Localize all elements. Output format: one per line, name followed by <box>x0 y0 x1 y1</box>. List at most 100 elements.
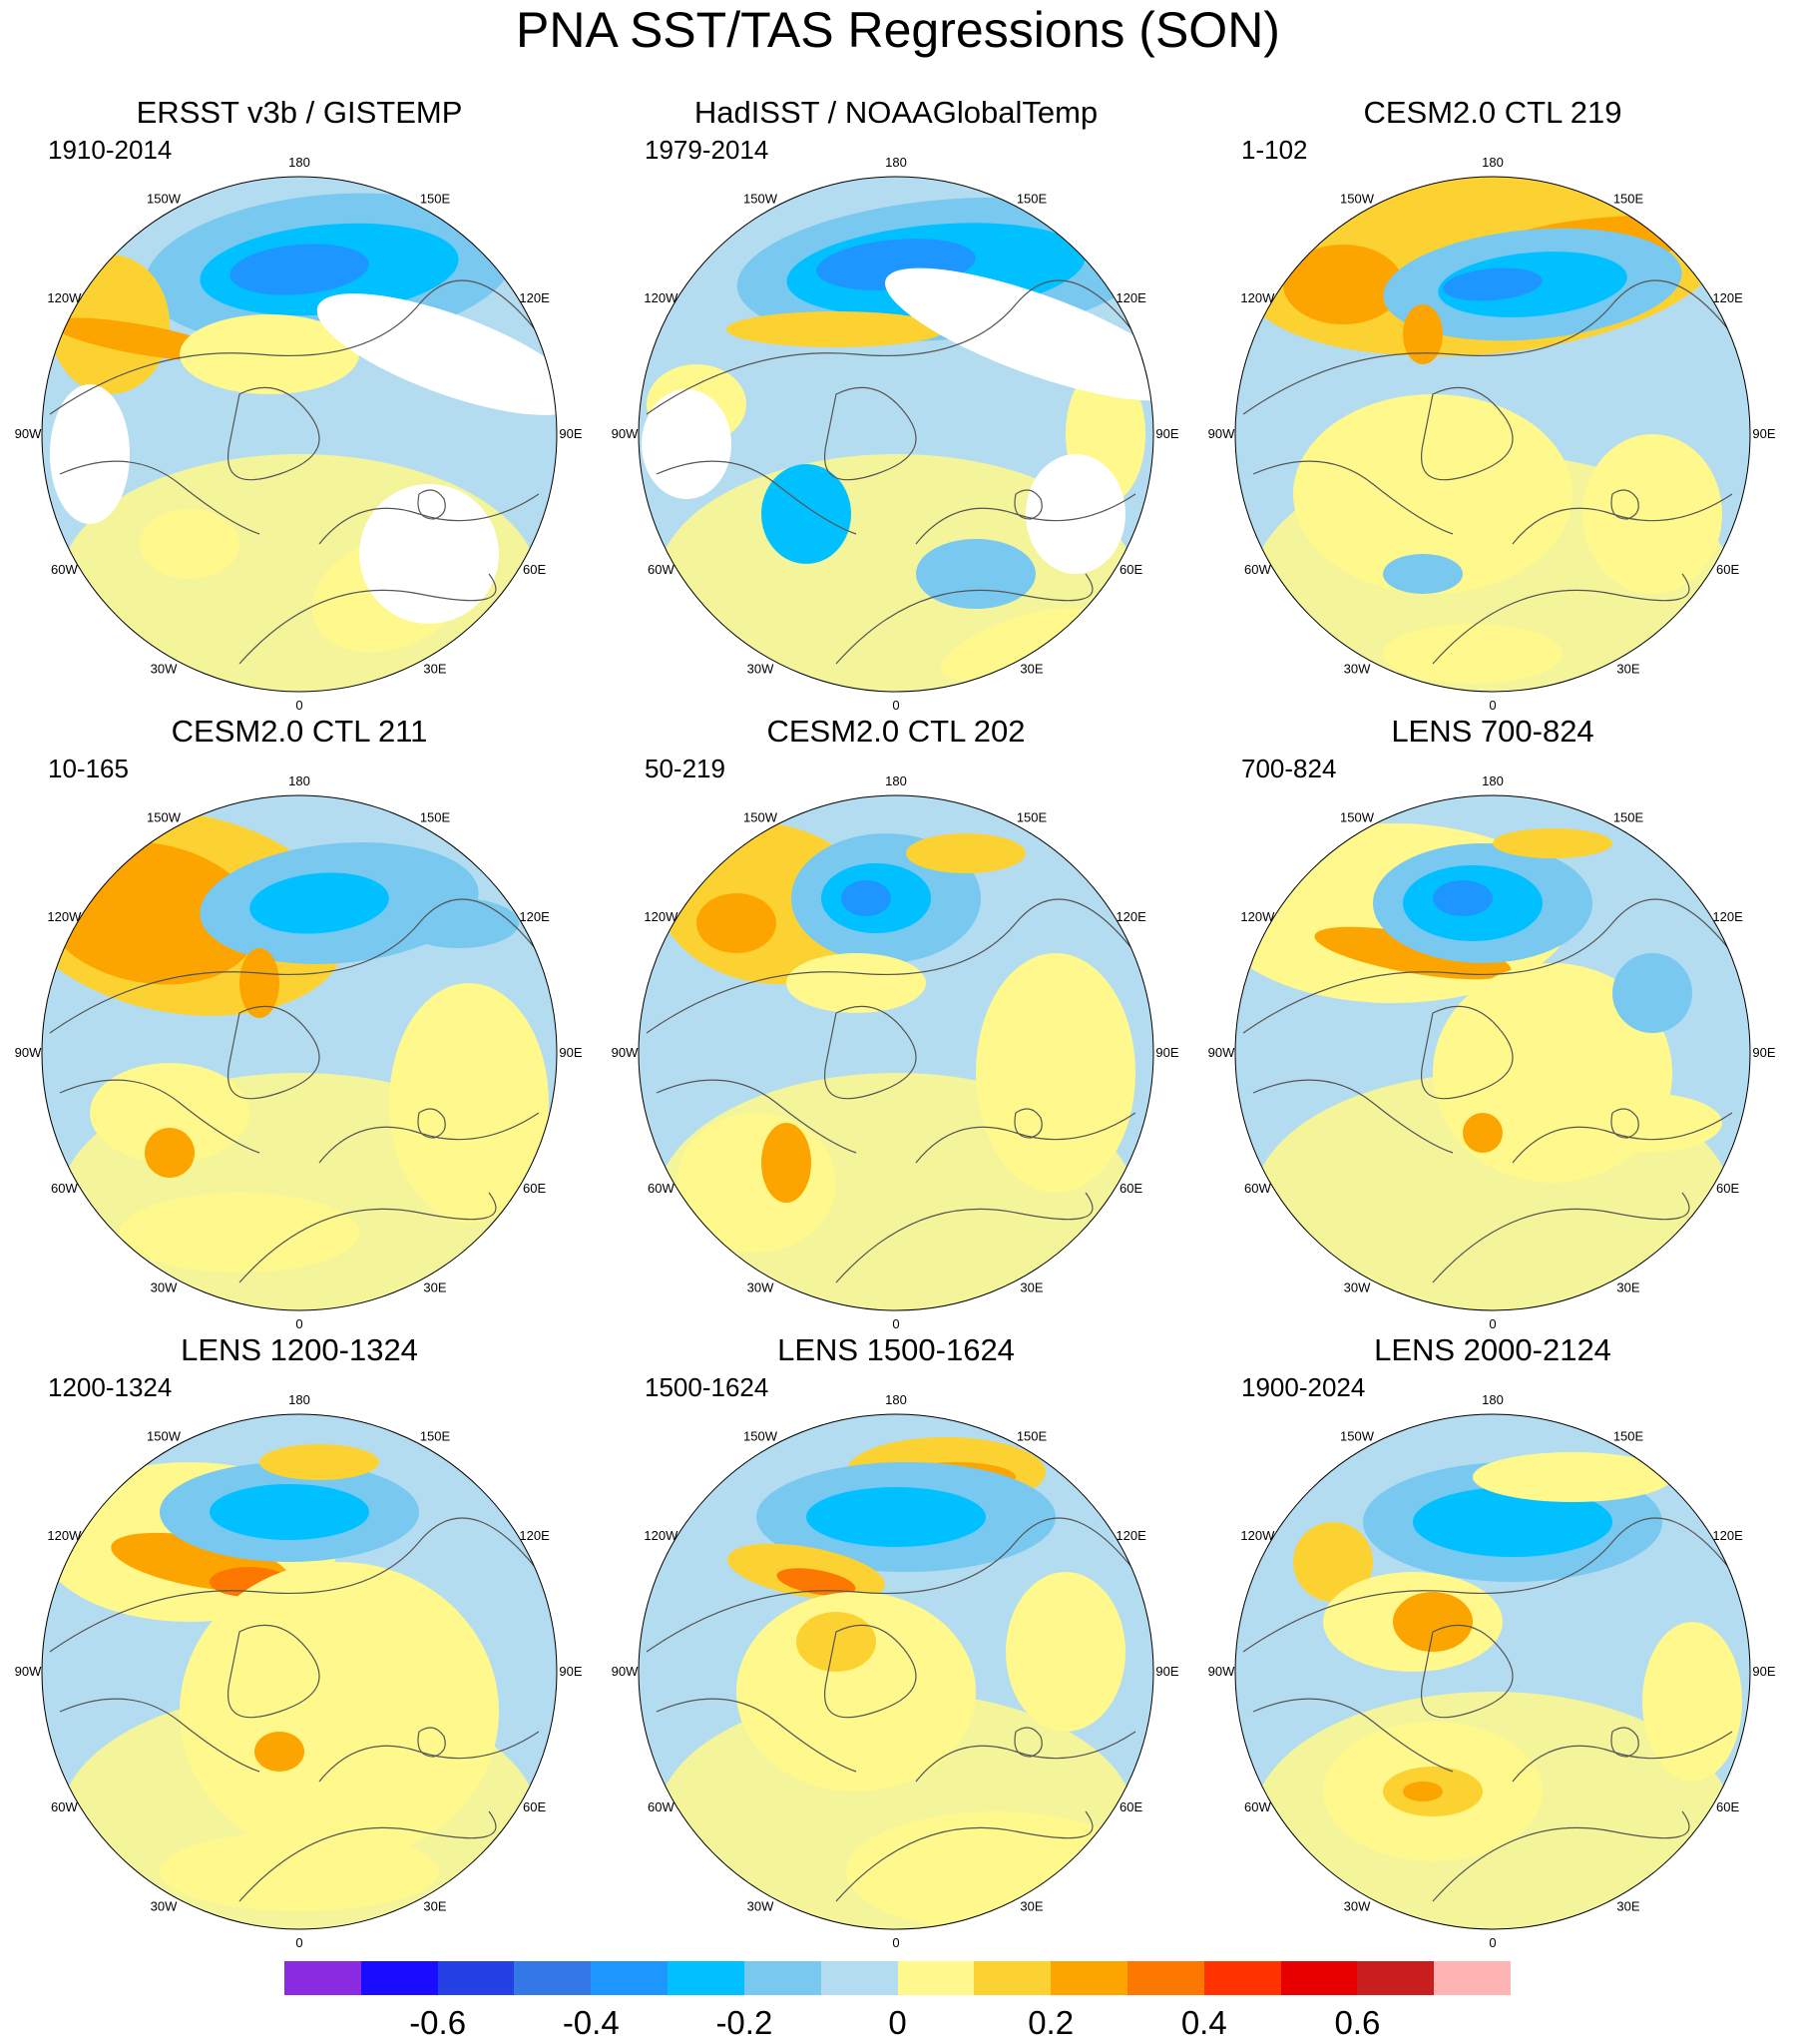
longitude-label: 60W <box>51 1799 78 1814</box>
longitude-label: 150W <box>743 1428 778 1443</box>
coastline <box>656 1698 857 1773</box>
colorbar-swatch <box>820 1961 898 1995</box>
longitude-label: 120E <box>519 290 550 305</box>
coastline <box>227 1624 320 1719</box>
longitude-label: 120E <box>1712 290 1743 305</box>
period-label: 1200-1324 <box>48 1372 173 1402</box>
longitude-label: 0 <box>1489 1316 1496 1331</box>
coastline <box>1421 1005 1514 1100</box>
longitude-label: 90W <box>612 1045 639 1060</box>
masked-land-region <box>885 267 1153 401</box>
longitude-label: 180 <box>1482 1392 1504 1407</box>
map-border <box>41 1413 558 1930</box>
longitude-label: 150E <box>1613 809 1644 824</box>
colorbar-tick-label: 0.6 <box>1334 2004 1381 2041</box>
anomaly-region <box>1383 554 1463 594</box>
anomaly-region <box>160 1831 439 1911</box>
anomaly-region <box>90 1063 249 1163</box>
anomaly-region <box>249 872 389 934</box>
longitude-label: 60E <box>523 1799 546 1814</box>
map-panel: CESM2.0 CTL 211 180 150E 120E 90E 60E 30E 0 30W 6… <box>0 714 599 1332</box>
map-border <box>41 794 558 1311</box>
coastline <box>915 1731 1136 1783</box>
longitude-label: 150E <box>420 1428 451 1443</box>
longitude-label: 0 <box>295 698 302 713</box>
map-border <box>1234 1413 1751 1930</box>
coastline <box>1610 1727 1639 1758</box>
longitude-label: 150E <box>1017 191 1048 206</box>
polar-map: 180 150E 120E 90E 60E 30E 0 30W 60W 90W 120W 150W <box>612 155 1179 713</box>
panel-title: LENS 700-824 <box>1391 714 1594 749</box>
coastline <box>318 1731 540 1783</box>
polar-map: 180 150E 120E 90E 60E 30E 0 30W 60W 90W 120W 150W <box>1208 155 1776 713</box>
longitude-label: 120E <box>1116 1528 1146 1543</box>
longitude-label: 90E <box>559 1664 582 1679</box>
coastline <box>227 1005 320 1100</box>
panel-title: LENS 1500-1624 <box>777 1332 1015 1367</box>
coastline <box>1610 1108 1639 1139</box>
map-border <box>41 176 558 693</box>
coastline <box>835 1810 1094 1902</box>
period-label: 700-824 <box>1241 754 1337 783</box>
longitude-label: 150W <box>743 809 778 824</box>
anomaly-region <box>1473 1452 1672 1502</box>
longitude-label: 90W <box>15 426 42 441</box>
anomaly-region <box>676 1113 836 1253</box>
longitude-label: 30W <box>151 1899 178 1914</box>
anomaly-region <box>1493 828 1612 858</box>
colorbar-swatch <box>897 1961 975 1995</box>
anomaly-region <box>776 1568 856 1596</box>
coastline <box>59 1698 260 1773</box>
map-panel: CESM2.0 CTL 219 180 150E 120E 90E 60E 30E 0 30W 6… <box>1193 95 1792 714</box>
longitude-label: 90W <box>15 1045 42 1060</box>
longitude-label: 30E <box>1616 1280 1639 1295</box>
longitude-label: 120W <box>644 909 678 924</box>
longitude-label: 90W <box>612 1664 639 1679</box>
colorbar-swatch <box>1357 1961 1435 1995</box>
coastline <box>49 1517 540 1653</box>
longitude-label: 30E <box>423 1899 446 1914</box>
longitude-label: 30E <box>1616 662 1639 677</box>
colorbar-swatch <box>284 1961 361 1995</box>
coastline <box>1242 1517 1733 1653</box>
anomaly-region <box>940 607 1092 681</box>
colorbar-swatch <box>974 1961 1052 1995</box>
map-panel: HadISST / NOAAGlobalTemp 180 150E 120E 90E 60… <box>597 95 1195 714</box>
longitude-label: 90W <box>612 426 639 441</box>
longitude-label: 150E <box>1017 809 1048 824</box>
coastline <box>227 386 320 481</box>
polar-map: 180 150E 120E 90E 60E 30E 0 30W 60W 90W 120W 150W <box>612 1392 1179 1950</box>
anomaly-region <box>399 898 519 948</box>
colorbar-swatch <box>591 1961 669 1995</box>
anomaly-region <box>210 1484 369 1540</box>
colorbar-tick-label: 0.2 <box>1028 2004 1075 2041</box>
coastline <box>1242 279 1733 415</box>
longitude-label: 60W <box>648 562 674 577</box>
anomaly-region <box>976 953 1135 1193</box>
longitude-label: 60E <box>1120 562 1142 577</box>
anomaly-region <box>1006 1572 1125 1732</box>
map-panel: LENS 1200-1324 180 150E 120E 90E 60E 30E 0 30W 60… <box>0 1332 599 1951</box>
longitude-label: 90W <box>1208 426 1235 441</box>
anomaly-region <box>1443 267 1543 301</box>
masked-land-region <box>642 389 731 499</box>
longitude-label: 30W <box>747 662 774 677</box>
colorbar-tick-labels: -0.6 -0.4 -0.2 0 0.2 0.4 0.6 <box>0 2004 1796 2044</box>
longitude-label: 90E <box>1752 1045 1775 1060</box>
anomaly-region <box>1403 1782 1443 1801</box>
masked-land-region <box>1026 454 1125 574</box>
longitude-label: 30W <box>151 1280 178 1295</box>
anomaly-region <box>1463 1113 1503 1153</box>
longitude-label: 120E <box>1712 1528 1743 1543</box>
anomaly-region <box>1612 953 1692 1033</box>
longitude-label: 120W <box>47 290 82 305</box>
longitude-label: 0 <box>892 1316 899 1331</box>
longitude-label: 60E <box>1716 562 1739 577</box>
anomaly-region <box>846 1811 1145 1929</box>
coastline <box>1014 1727 1043 1758</box>
polar-map: 180 150E 120E 90E 60E 30E 0 30W 60W 90W 120W 150W <box>15 1392 583 1950</box>
period-label: 1979-2014 <box>645 135 769 165</box>
period-label: 10-165 <box>48 754 129 783</box>
map-panel: LENS 2000-2124 180 150E 120E 90E 60E 30E 0 30W 60… <box>1193 1332 1792 1951</box>
longitude-label: 150W <box>147 809 182 824</box>
